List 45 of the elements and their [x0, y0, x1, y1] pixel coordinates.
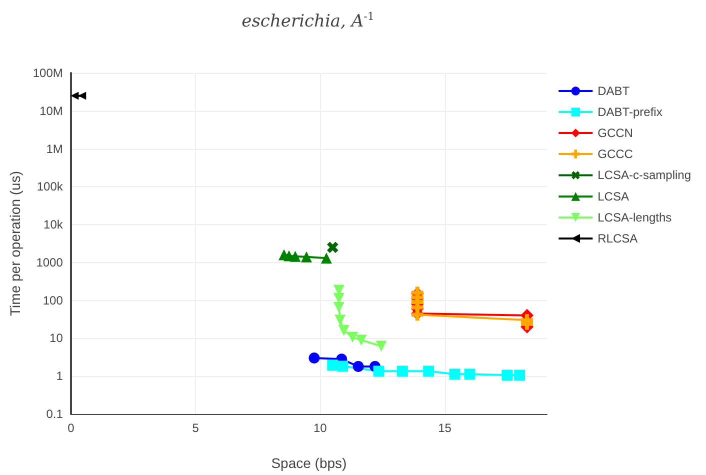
- point: [356, 334, 367, 346]
- y-tick-label: 1: [56, 369, 64, 384]
- point: [347, 332, 358, 343]
- legend-label: DABT: [598, 84, 630, 98]
- point: [423, 366, 434, 377]
- point: [337, 360, 348, 372]
- point: [514, 370, 526, 381]
- legend-label: GCCN: [598, 126, 633, 140]
- y-tick-label: 100k: [36, 180, 64, 194]
- y-tick-label: 10k: [44, 218, 64, 232]
- point: [334, 314, 346, 326]
- legend-label: DABT-prefix: [598, 105, 662, 119]
- y-tick-label: 1000: [36, 255, 64, 270]
- legend-label: LCSA-c-sampling: [598, 168, 692, 182]
- legend-label: GCCC: [598, 147, 634, 161]
- x-tick-label: 0: [68, 421, 75, 435]
- point: [327, 360, 338, 371]
- y-tick-label: 10M: [40, 104, 63, 118]
- point: [326, 242, 338, 254]
- point: [373, 366, 384, 377]
- point: [352, 360, 364, 372]
- y-tick-label: 1M: [46, 142, 63, 156]
- y-tick-label: 100M: [32, 66, 63, 80]
- legend-label: RLCSA: [598, 231, 638, 246]
- point: [308, 352, 320, 364]
- point: [396, 366, 408, 377]
- y-axis-title: Time per operation (us): [7, 171, 23, 316]
- y-tick-label: 100: [42, 293, 64, 308]
- point: [449, 368, 460, 380]
- legend-label: LCSA-lengths: [598, 210, 672, 224]
- point: [464, 368, 476, 380]
- point: [300, 251, 312, 262]
- y-tick-label: 0.1: [46, 407, 64, 421]
- x-axis-title: Space (bps): [271, 455, 347, 471]
- point: [290, 250, 301, 262]
- point: [320, 252, 332, 264]
- point: [502, 370, 513, 381]
- point: [333, 302, 344, 313]
- x-tick-label: 15: [438, 421, 452, 435]
- legend-label: LCSA: [598, 189, 629, 204]
- point: [376, 340, 387, 352]
- x-tick-label: 10: [313, 421, 328, 435]
- point: [338, 324, 350, 336]
- y-tick-label: 10: [50, 331, 64, 346]
- x-tick-label: 5: [192, 421, 200, 435]
